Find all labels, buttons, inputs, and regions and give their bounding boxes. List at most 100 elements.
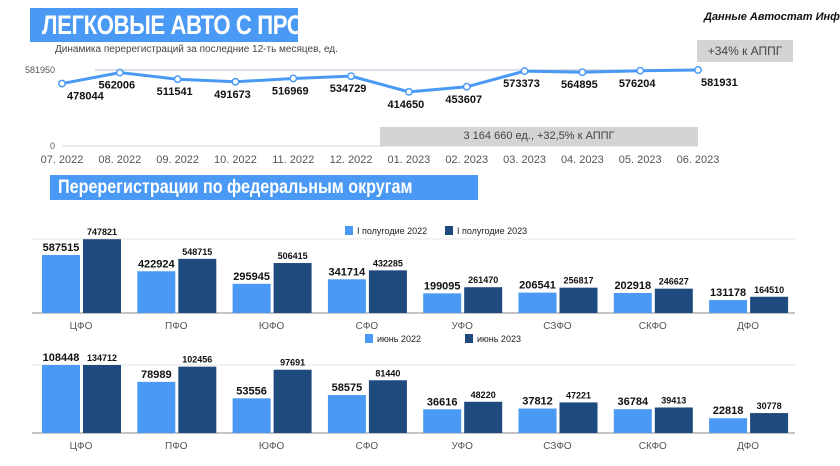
category-label: ДФО xyxy=(737,441,759,452)
data-point xyxy=(404,87,413,96)
category-label: ДФО xyxy=(737,321,759,332)
data-point xyxy=(347,72,356,81)
category-label: СКФО xyxy=(639,441,667,452)
bar xyxy=(83,239,121,313)
section-banner xyxy=(50,175,478,200)
bar xyxy=(423,409,462,433)
data-label: 47221 xyxy=(566,390,591,400)
y-tick-label: 0 xyxy=(50,141,55,151)
category-label: ПФО xyxy=(165,321,188,332)
x-tick-label: 10. 2022 xyxy=(214,154,257,166)
data-label: 131178 xyxy=(710,287,746,299)
bar xyxy=(709,418,748,433)
data-label: 108448 xyxy=(43,352,80,364)
bar xyxy=(273,369,312,433)
bar xyxy=(518,292,557,313)
data-label: 516969 xyxy=(272,85,309,97)
bar xyxy=(559,402,598,433)
x-tick-label: 09. 2022 xyxy=(156,154,199,166)
category-label: ЦФО xyxy=(70,441,93,452)
bar xyxy=(137,271,176,313)
page-title: ЛЕГКОВЫЕ АВТО С ПРОБЕГОМ xyxy=(42,10,381,40)
bar xyxy=(232,283,271,313)
bar xyxy=(232,398,271,433)
data-point xyxy=(289,74,298,83)
bar xyxy=(327,395,366,433)
line-chart-subtitle: Динамика перерегистраций за последние 12… xyxy=(55,44,338,55)
data-label: 581931 xyxy=(701,77,738,89)
bar xyxy=(518,408,557,433)
category-label: СЗФО xyxy=(543,441,572,452)
category-label: ПФО xyxy=(165,441,188,452)
bar xyxy=(137,381,176,433)
x-tick-label: 02. 2023 xyxy=(445,154,488,166)
data-point xyxy=(520,67,529,76)
data-label: 48220 xyxy=(471,390,496,400)
category-label: ЮФО xyxy=(259,441,285,452)
bar xyxy=(368,380,407,433)
y-tick-label: 581950 xyxy=(25,65,55,75)
total-note: 3 164 660 ед., +32,5% к АППГ xyxy=(380,127,698,146)
data-label: 256817 xyxy=(563,276,593,286)
bar xyxy=(709,300,748,313)
legend-swatch xyxy=(365,334,373,343)
data-label: 199095 xyxy=(424,280,461,292)
data-label: 576204 xyxy=(619,78,657,90)
category-label: СФО xyxy=(356,321,379,332)
data-point xyxy=(115,68,124,77)
x-tick-label: 11. 2022 xyxy=(272,154,314,166)
growth-badge: +34% к АППГ xyxy=(697,40,793,62)
x-tick-label: 12. 2022 xyxy=(330,154,373,166)
bar xyxy=(559,287,598,313)
bar xyxy=(750,296,789,313)
data-label: 573373 xyxy=(503,78,540,90)
legend-label: июнь 2022 xyxy=(377,334,421,344)
x-tick-label: 05. 2023 xyxy=(619,154,662,166)
data-point xyxy=(231,77,240,86)
title-banner xyxy=(30,8,298,42)
x-tick-label: 01. 2023 xyxy=(387,154,430,166)
bar xyxy=(613,409,652,433)
bar xyxy=(42,365,80,433)
data-label: 534729 xyxy=(330,83,367,95)
legend-label: июнь 2023 xyxy=(477,334,521,344)
data-label: 97691 xyxy=(280,358,305,368)
bar xyxy=(273,263,312,313)
legend-swatch xyxy=(445,226,453,235)
data-label: 587515 xyxy=(43,242,80,254)
data-label: 53556 xyxy=(236,385,267,397)
data-label: 491673 xyxy=(214,89,251,101)
category-label: ЦФО xyxy=(70,321,93,332)
data-label: 202918 xyxy=(614,280,651,292)
data-label: 22818 xyxy=(713,405,744,417)
data-label: 548715 xyxy=(182,247,212,257)
data-label: 506415 xyxy=(278,251,308,261)
x-tick-label: 04. 2023 xyxy=(561,154,604,166)
data-label: 78989 xyxy=(141,369,172,381)
series-line xyxy=(61,68,699,94)
data-label: 102456 xyxy=(182,355,212,365)
data-point xyxy=(578,68,587,77)
category-label: УФО xyxy=(451,441,473,452)
data-label: 30778 xyxy=(757,401,782,411)
data-label: 58575 xyxy=(332,382,363,394)
bar xyxy=(654,288,693,313)
data-label: 261470 xyxy=(468,275,498,285)
data-point xyxy=(694,66,702,74)
legend-swatch xyxy=(465,334,473,343)
category-label: ЮФО xyxy=(259,321,285,332)
data-label: 81440 xyxy=(375,368,400,378)
data-label: 295945 xyxy=(233,271,270,283)
data-label: 39413 xyxy=(661,395,686,405)
data-label: 511541 xyxy=(157,86,193,98)
data-label: 422924 xyxy=(138,258,176,270)
data-point xyxy=(462,82,471,91)
data-point xyxy=(58,79,66,88)
category-label: УФО xyxy=(451,321,473,332)
data-label: 453607 xyxy=(445,94,482,106)
x-tick-label: 06. 2023 xyxy=(677,154,720,166)
data-label: 478044 xyxy=(67,91,105,103)
data-point xyxy=(636,66,645,75)
bar xyxy=(42,255,80,313)
